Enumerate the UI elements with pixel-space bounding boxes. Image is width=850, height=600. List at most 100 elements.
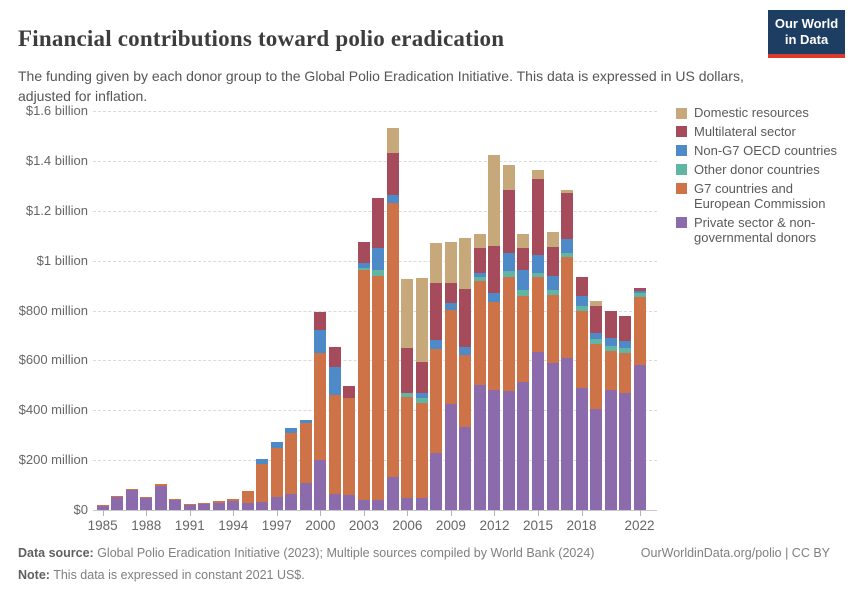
bar-segment [227, 498, 240, 502]
y-axis-label-1600: $1.6 billion [25, 103, 88, 118]
legend-item-other-donor-countries[interactable]: Other donor countries [676, 161, 848, 178]
bar-segment [633, 290, 646, 294]
bar-segment [386, 203, 399, 477]
bar-1994[interactable] [227, 498, 240, 510]
x-tick-2003 [363, 510, 365, 516]
footer-source-text: Global Polio Eradication Initiative (202… [93, 546, 595, 560]
footer-link[interactable]: OurWorldinData.org/polio | CC BY [640, 546, 830, 560]
bar-segment [488, 390, 501, 510]
bar-segment [386, 195, 399, 204]
bar-2019[interactable] [590, 300, 603, 510]
bar-1997[interactable] [270, 442, 283, 510]
bar-2001[interactable] [328, 346, 341, 510]
bar-segment [575, 296, 588, 306]
bar-2009[interactable] [444, 241, 457, 510]
bar-2000[interactable] [314, 312, 327, 510]
legend-swatch [676, 107, 687, 119]
legend-item-domestic-resources[interactable]: Domestic resources [676, 105, 848, 121]
bar-2004[interactable] [372, 198, 385, 510]
bar-2012[interactable] [488, 155, 501, 510]
bar-1996[interactable] [256, 459, 269, 510]
x-tick-2000 [320, 510, 322, 516]
bar-segment [561, 252, 574, 258]
bar-2022[interactable] [633, 288, 646, 510]
bar-2003[interactable] [357, 242, 370, 510]
bar-1993[interactable] [212, 500, 225, 510]
owid-logo[interactable]: Our World in Data [768, 10, 845, 58]
bar-segment [256, 459, 269, 465]
bar-segment [314, 330, 327, 354]
x-axis-label-2006: 2006 [392, 518, 423, 533]
bar-segment [372, 198, 385, 248]
bar-1990[interactable] [169, 498, 182, 510]
bar-2005[interactable] [386, 128, 399, 510]
bar-segment [241, 491, 254, 504]
bar-1986[interactable] [111, 496, 124, 510]
bar-segment [532, 170, 544, 180]
bar-segment [343, 398, 356, 496]
x-tick-2018 [581, 510, 583, 516]
bar-1985[interactable] [96, 505, 109, 510]
bar-1995[interactable] [241, 491, 254, 510]
bar-segment [285, 494, 298, 510]
bar-2006[interactable] [401, 279, 414, 510]
x-axis-label-1988: 1988 [131, 518, 162, 533]
bar-1989[interactable] [154, 484, 167, 510]
x-axis-label-2009: 2009 [435, 518, 466, 533]
bar-segment [532, 272, 544, 278]
bar-segment [459, 346, 472, 356]
bar-segment [517, 382, 530, 510]
bar-segment [270, 496, 283, 510]
bar-segment [444, 282, 457, 304]
footer-note-text: This data is expressed in constant 2021 … [49, 568, 305, 582]
bar-segment [401, 393, 414, 398]
bar-1992[interactable] [198, 502, 211, 510]
bar-segment [415, 498, 428, 510]
bar-1988[interactable] [140, 497, 153, 510]
bar-2010[interactable] [459, 237, 472, 510]
bar-2007[interactable] [415, 278, 428, 510]
bar-segment [386, 476, 399, 510]
legend-label: Other donor countries [694, 161, 820, 177]
bar-2008[interactable] [430, 242, 443, 510]
bar-segment [546, 290, 559, 296]
legend-item-g7-countries-and-european-commission[interactable]: G7 countries and European Commission [676, 181, 848, 212]
bar-segment [590, 409, 603, 510]
bar-2016[interactable] [546, 231, 559, 510]
bar-segment [633, 365, 646, 510]
legend-item-multilateral-sector[interactable]: Multilateral sector [676, 124, 848, 140]
legend-item-non-g7-oecd-countries[interactable]: Non-G7 OECD countries [676, 143, 848, 159]
bar-2011[interactable] [473, 234, 486, 510]
x-axis-label-2018: 2018 [566, 518, 597, 533]
bar-segment [532, 351, 544, 510]
bar-2013[interactable] [502, 165, 515, 510]
y-axis-label-600: $600 million [18, 352, 88, 368]
bar-2014[interactable] [517, 234, 530, 510]
bar-segment [619, 340, 632, 348]
legend-item-private-sector-non-governmental-donors[interactable]: Private sector & non-governmental donors [676, 215, 848, 246]
bar-segment [619, 393, 632, 510]
bar-1998[interactable] [285, 427, 298, 510]
bar-2020[interactable] [604, 311, 617, 510]
bar-segment [633, 293, 646, 297]
bar-segment [488, 155, 501, 247]
legend-label: Domestic resources [694, 105, 809, 120]
bar-2021[interactable] [619, 315, 632, 510]
bar-segment [343, 386, 356, 399]
bar-2017[interactable] [561, 189, 574, 510]
x-axis-label-1997: 1997 [261, 518, 292, 533]
bar-2018[interactable] [575, 277, 588, 510]
bar-segment [502, 276, 515, 391]
bar-2002[interactable] [343, 386, 356, 510]
bar-segment [314, 312, 327, 331]
bar-segment [401, 498, 414, 510]
bar-2015[interactable] [532, 170, 544, 510]
bar-segment [532, 255, 544, 273]
bar-segment [604, 311, 617, 339]
bar-1999[interactable] [299, 419, 312, 510]
bar-1987[interactable] [125, 489, 138, 510]
bar-segment [270, 442, 283, 449]
legend-swatch [676, 164, 687, 176]
bar-segment [212, 503, 225, 510]
bar-1991[interactable] [183, 503, 196, 510]
